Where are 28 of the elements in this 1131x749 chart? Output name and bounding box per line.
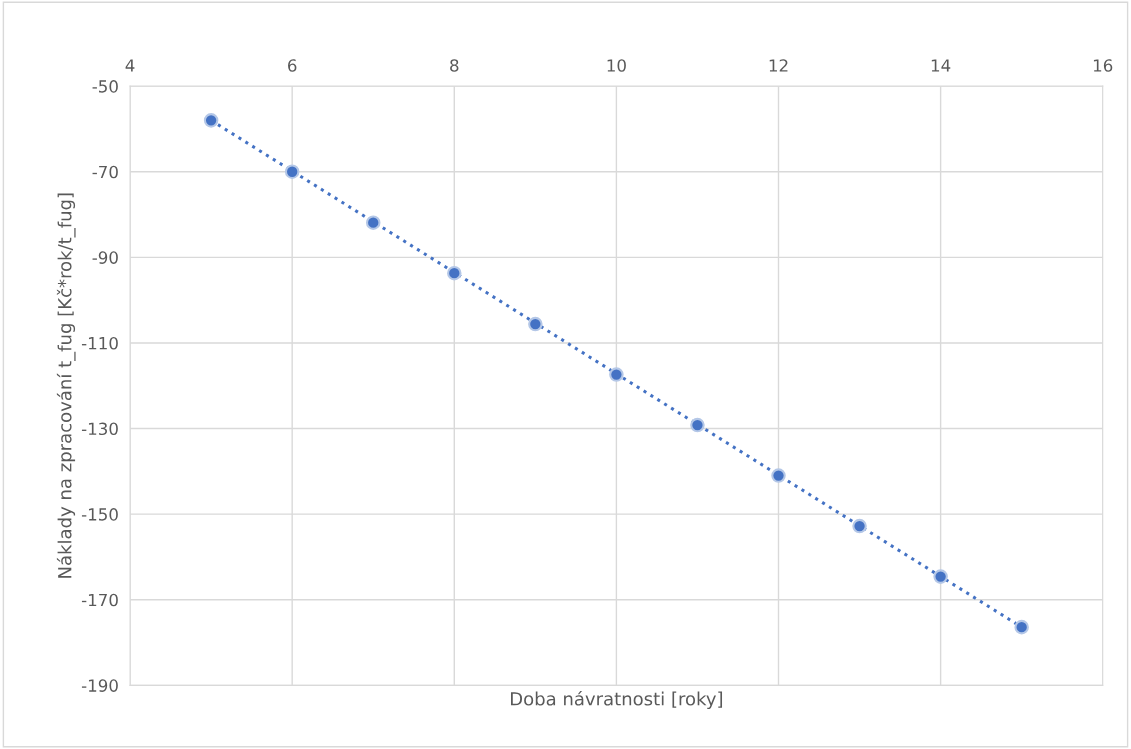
- y-tick-label: -190: [81, 679, 118, 692]
- y-tick-label: -150: [81, 508, 118, 521]
- x-tick-label: 4: [125, 59, 135, 72]
- x-tick-label: 14: [931, 59, 951, 72]
- point: [365, 215, 381, 230]
- point: [933, 569, 948, 584]
- point: [1014, 619, 1029, 635]
- y-tick-label: -130: [81, 422, 118, 436]
- point: [447, 265, 462, 281]
- point: [852, 518, 867, 534]
- point: [609, 367, 624, 382]
- x-tick-label: 10: [607, 59, 626, 72]
- y-tick-label: -50: [92, 80, 118, 93]
- point: [690, 417, 705, 433]
- x-tick-label: 6: [288, 59, 297, 72]
- y-tick-label: -70: [92, 165, 118, 179]
- point: [771, 468, 786, 483]
- x-axis-title: Doba návratnosti [roky]: [510, 690, 723, 710]
- point: [203, 113, 219, 128]
- point: [284, 164, 300, 179]
- x-tick-label: 12: [769, 59, 788, 72]
- y-axis-title: Náklady na zpracování t_fug [Kč*rok/t_fug]: [56, 193, 76, 578]
- x-tick-label: 16: [1093, 59, 1113, 72]
- y-tick-label: -90: [92, 251, 118, 264]
- y-tick-label: -110: [81, 336, 118, 350]
- point: [528, 316, 543, 332]
- x-tick-label: 8: [450, 59, 459, 72]
- y-tick-label: -170: [81, 593, 118, 607]
